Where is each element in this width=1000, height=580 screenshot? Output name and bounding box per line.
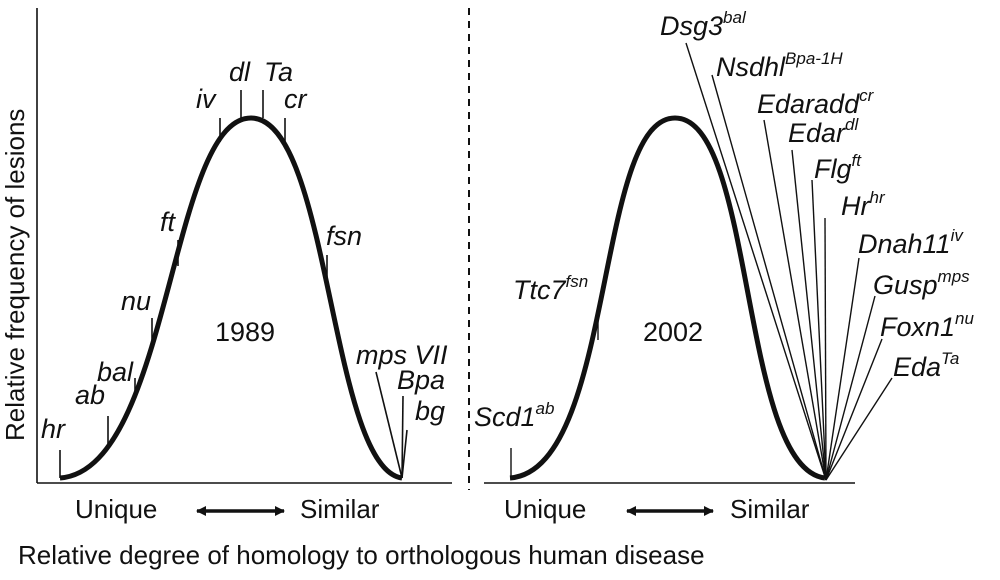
left-similar-label: Similar	[300, 494, 380, 524]
leader-Edaradd	[763, 119, 827, 481]
gene-Edaradd: Edaraddcr	[757, 86, 875, 119]
gene-Dnah11: Dnah11iv	[858, 226, 964, 259]
leader-Edar	[791, 149, 827, 481]
leader-Dsg3	[685, 42, 827, 481]
left-bell-curve	[59, 115, 403, 481]
gene-Edar: Edardl	[788, 115, 860, 148]
right-similar-label: Similar	[730, 494, 810, 524]
gene-mps-vii: mps VII	[356, 340, 448, 370]
gene-Gusp: Guspmps	[873, 267, 970, 300]
gene-Hr: Hrhr	[841, 188, 886, 221]
tick-Bpa	[401, 395, 404, 479]
gene-bg: bg	[415, 396, 445, 426]
leader-Dnah11	[825, 257, 860, 481]
gene-nu: nu	[121, 286, 151, 316]
gene-fsn: fsn	[326, 221, 362, 251]
gene-Ttc7: Ttc7fsn	[513, 272, 588, 305]
gene-cr: cr	[284, 84, 308, 114]
tick-mps	[375, 371, 403, 479]
year-1989: 1989	[215, 317, 275, 347]
leader-Hr	[824, 217, 827, 481]
left-panel-ticks	[59, 90, 408, 479]
leader-Flg	[811, 179, 827, 481]
tick-bg	[401, 429, 408, 479]
gene-ab: ab	[75, 380, 105, 410]
gene-ft: ft	[160, 207, 177, 237]
year-2002: 2002	[643, 317, 703, 347]
right-panel-leaders	[510, 42, 893, 481]
gene-iv: iv	[196, 84, 217, 114]
gene-dl: dl	[229, 57, 251, 87]
gene-bal: bal	[97, 357, 134, 387]
leader-Gusp	[825, 295, 876, 481]
leader-Eda	[825, 377, 893, 481]
leader-Foxn1	[825, 338, 883, 481]
gene-Flg: Flgft	[814, 151, 862, 184]
gene-Nsdhl: NsdhlBpa-1H	[716, 49, 843, 82]
gene-Dsg3: Dsg3bal	[660, 8, 747, 41]
x-axis-caption: Relative degree of homology to orthologo…	[18, 540, 705, 570]
right-unique-label: Unique	[504, 494, 586, 524]
gene-hr: hr	[41, 414, 66, 444]
gene-Ta: Ta	[264, 57, 293, 87]
gene-Scd1: Scd1ab	[474, 399, 554, 432]
leader-Nsdhl	[711, 74, 827, 481]
y-axis-label: Relative frequency of lesions	[0, 109, 30, 441]
left-unique-label: Unique	[75, 494, 157, 524]
right-bell-curve	[509, 115, 826, 481]
gene-Bpa: Bpa	[397, 365, 445, 395]
gene-Eda: EdaTa	[893, 349, 959, 382]
gene-Foxn1: Foxn1nu	[880, 309, 975, 342]
